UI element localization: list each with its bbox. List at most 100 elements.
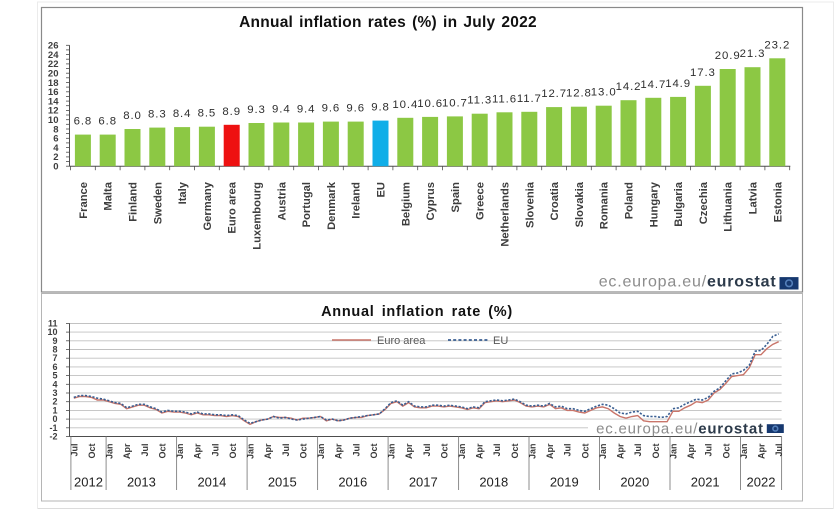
svg-text:Hungary: Hungary bbox=[648, 181, 660, 227]
svg-text:Jan: Jan bbox=[528, 444, 538, 460]
svg-text:1: 1 bbox=[52, 405, 57, 415]
svg-text:Spain: Spain bbox=[450, 182, 462, 213]
svg-text:Jan: Jan bbox=[246, 444, 256, 460]
svg-text:ec.europa.eu/eurostat: ec.europa.eu/eurostat bbox=[599, 274, 777, 291]
svg-text:11: 11 bbox=[48, 318, 58, 328]
svg-text:0: 0 bbox=[53, 162, 58, 173]
svg-text:Oct: Oct bbox=[439, 444, 449, 459]
svg-text:Lithuania: Lithuania bbox=[723, 181, 735, 231]
svg-text:20: 20 bbox=[48, 69, 59, 80]
svg-text:Apr: Apr bbox=[475, 443, 485, 459]
svg-text:Estonia: Estonia bbox=[772, 181, 784, 222]
svg-text:8: 8 bbox=[52, 345, 57, 355]
svg-text:12: 12 bbox=[48, 106, 59, 117]
svg-text:22: 22 bbox=[48, 59, 59, 70]
svg-text:14.7: 14.7 bbox=[640, 79, 666, 91]
svg-text:Latvia: Latvia bbox=[748, 181, 760, 214]
svg-text:Jan: Jan bbox=[105, 444, 115, 460]
svg-text:Germany: Germany bbox=[202, 181, 214, 230]
svg-text:Bulgaria: Bulgaria bbox=[673, 181, 685, 227]
svg-text:2013: 2013 bbox=[127, 475, 156, 490]
svg-text:12.8: 12.8 bbox=[566, 88, 592, 100]
svg-text:9: 9 bbox=[52, 336, 57, 346]
svg-text:Jul: Jul bbox=[69, 444, 79, 457]
svg-text:Apr: Apr bbox=[616, 443, 626, 459]
svg-text:23.2: 23.2 bbox=[764, 39, 790, 51]
svg-text:0: 0 bbox=[52, 414, 57, 424]
svg-text:2017: 2017 bbox=[409, 475, 438, 490]
svg-text:20.9: 20.9 bbox=[715, 50, 741, 62]
svg-text:Apr: Apr bbox=[757, 443, 767, 459]
svg-text:Finland: Finland bbox=[128, 182, 140, 222]
svg-text:Apr: Apr bbox=[122, 443, 132, 459]
svg-text:10.4: 10.4 bbox=[392, 99, 418, 111]
svg-text:2021: 2021 bbox=[691, 475, 720, 490]
svg-text:Apr: Apr bbox=[334, 443, 344, 459]
svg-text:Jan: Jan bbox=[739, 444, 749, 460]
svg-text:Portugal: Portugal bbox=[301, 182, 313, 227]
svg-text:24: 24 bbox=[48, 50, 59, 61]
svg-text:Malta: Malta bbox=[103, 181, 115, 210]
svg-text:8.3: 8.3 bbox=[148, 109, 167, 121]
svg-text:Denmark: Denmark bbox=[326, 181, 338, 230]
svg-text:10.6: 10.6 bbox=[417, 98, 443, 110]
svg-text:Jan: Jan bbox=[316, 444, 326, 460]
svg-text:2: 2 bbox=[52, 397, 57, 407]
svg-text:Czechia: Czechia bbox=[698, 181, 710, 224]
svg-text:Jul: Jul bbox=[492, 444, 502, 457]
svg-text:10.7: 10.7 bbox=[442, 97, 468, 109]
svg-text:2015: 2015 bbox=[268, 475, 297, 490]
svg-text:Oct: Oct bbox=[510, 444, 520, 459]
svg-text:Oct: Oct bbox=[87, 444, 97, 459]
svg-text:Austria: Austria bbox=[276, 181, 288, 220]
svg-text:8: 8 bbox=[53, 124, 58, 135]
svg-text:Jan: Jan bbox=[668, 444, 678, 460]
svg-text:2019: 2019 bbox=[550, 475, 579, 490]
svg-text:-1: -1 bbox=[49, 423, 57, 433]
svg-text:Oct: Oct bbox=[157, 444, 167, 459]
svg-text:21.3: 21.3 bbox=[740, 48, 766, 60]
svg-text:5: 5 bbox=[52, 371, 57, 381]
svg-text:Oct: Oct bbox=[721, 444, 731, 459]
svg-text:6.8: 6.8 bbox=[98, 116, 117, 128]
svg-text:Jul: Jul bbox=[281, 444, 291, 457]
svg-text:2014: 2014 bbox=[197, 475, 226, 490]
svg-text:2022: 2022 bbox=[747, 475, 776, 490]
svg-text:14: 14 bbox=[48, 96, 59, 107]
svg-text:Jul: Jul bbox=[140, 444, 150, 457]
svg-text:Jul: Jul bbox=[422, 444, 432, 457]
svg-text:11.6: 11.6 bbox=[492, 93, 517, 105]
svg-text:Oct: Oct bbox=[651, 444, 661, 459]
svg-text:2018: 2018 bbox=[479, 475, 508, 490]
svg-text:ec.europa.eu/eurostat: ec.europa.eu/eurostat bbox=[596, 421, 764, 438]
svg-text:Euro area: Euro area bbox=[227, 181, 239, 233]
svg-text:Annual inflation rates (%) in: Annual inflation rates (%) in July 2022 bbox=[239, 14, 537, 31]
svg-text:Oct: Oct bbox=[369, 444, 379, 459]
svg-text:Greece: Greece bbox=[475, 182, 487, 220]
svg-text:Oct: Oct bbox=[228, 444, 238, 459]
svg-text:Croatia: Croatia bbox=[549, 181, 561, 220]
svg-text:Apr: Apr bbox=[545, 443, 555, 459]
svg-text:Luxembourg: Luxembourg bbox=[252, 182, 264, 250]
svg-text:10: 10 bbox=[47, 327, 57, 337]
svg-text:14.9: 14.9 bbox=[665, 78, 691, 90]
svg-text:14.2: 14.2 bbox=[616, 81, 642, 93]
svg-text:4: 4 bbox=[52, 379, 57, 389]
svg-text:6: 6 bbox=[52, 362, 57, 372]
svg-text:9.6: 9.6 bbox=[322, 103, 341, 115]
svg-text:Slovakia: Slovakia bbox=[574, 181, 586, 227]
svg-text:Netherlands: Netherlands bbox=[500, 182, 512, 247]
svg-text:Belgium: Belgium bbox=[400, 182, 412, 226]
svg-text:2012: 2012 bbox=[74, 475, 103, 490]
svg-text:17.3: 17.3 bbox=[690, 67, 716, 79]
svg-text:7: 7 bbox=[52, 353, 57, 363]
svg-text:3: 3 bbox=[52, 388, 57, 398]
svg-text:Jul: Jul bbox=[351, 444, 361, 457]
svg-text:Jul: Jul bbox=[633, 444, 643, 457]
svg-text:EU: EU bbox=[493, 335, 508, 347]
svg-text:9.4: 9.4 bbox=[297, 104, 316, 116]
svg-text:Oct: Oct bbox=[580, 444, 590, 459]
svg-text:2: 2 bbox=[53, 152, 58, 163]
svg-text:16: 16 bbox=[48, 87, 59, 98]
svg-text:Jul: Jul bbox=[210, 444, 220, 457]
